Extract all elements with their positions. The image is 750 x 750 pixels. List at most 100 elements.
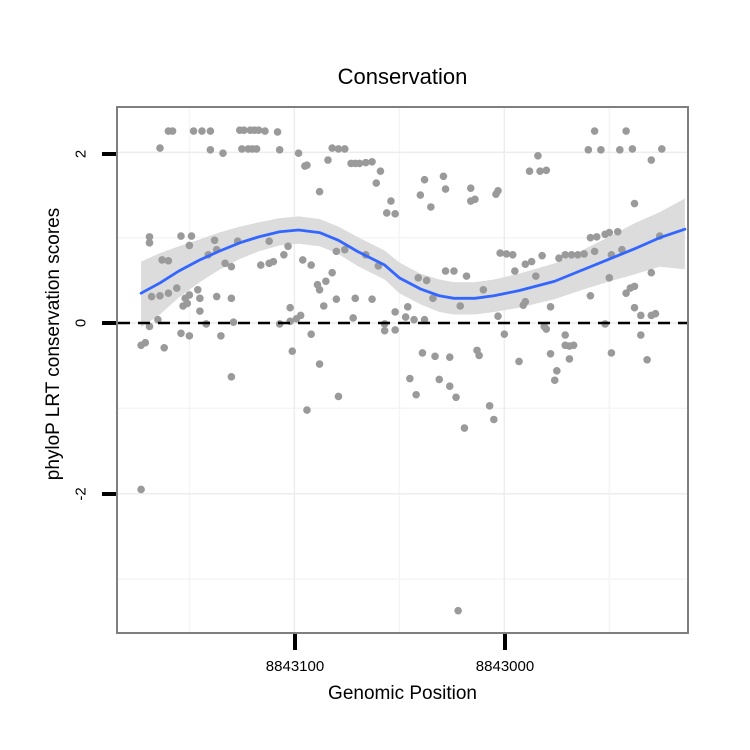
data-point xyxy=(637,311,645,320)
x-tick-label: 8843100 xyxy=(265,658,325,675)
data-point xyxy=(240,126,248,134)
data-point xyxy=(494,186,502,195)
data-point xyxy=(494,312,502,321)
data-point xyxy=(429,294,437,303)
data-point xyxy=(605,274,614,282)
data-point xyxy=(284,242,292,251)
data-point xyxy=(158,256,166,264)
data-point xyxy=(198,127,206,135)
data-point xyxy=(212,292,221,301)
data-point xyxy=(607,349,616,357)
data-point xyxy=(550,376,559,385)
data-point xyxy=(651,309,660,318)
data-point xyxy=(630,303,639,312)
data-point xyxy=(189,127,198,135)
y-tick-label: 0 xyxy=(72,318,90,328)
data-point xyxy=(185,291,194,299)
data-point xyxy=(361,158,370,167)
data-point xyxy=(303,406,311,414)
data-point xyxy=(427,203,435,211)
data-point xyxy=(521,260,530,268)
data-point xyxy=(340,245,349,254)
data-point xyxy=(605,228,614,237)
data-point xyxy=(307,330,315,338)
data-point xyxy=(420,175,429,184)
data-point xyxy=(206,127,215,135)
data-point xyxy=(460,424,469,432)
data-point xyxy=(534,151,542,160)
data-point xyxy=(349,314,357,322)
data-point xyxy=(298,256,307,264)
data-point xyxy=(637,331,645,339)
data-point xyxy=(452,393,460,402)
data-point xyxy=(368,157,376,166)
data-point xyxy=(462,272,471,280)
data-point xyxy=(315,187,324,196)
data-point xyxy=(275,146,284,154)
data-point xyxy=(521,297,530,306)
data-point xyxy=(567,250,576,259)
data-point xyxy=(387,197,395,205)
data-point xyxy=(630,282,639,291)
data-point xyxy=(555,254,563,263)
data-point xyxy=(324,156,332,164)
data-point xyxy=(420,315,429,324)
data-point xyxy=(145,233,154,241)
data-point xyxy=(227,294,236,303)
data-point xyxy=(622,127,630,135)
data-point xyxy=(177,329,185,338)
plot-svg xyxy=(118,108,687,632)
data-point xyxy=(561,250,570,259)
data-point xyxy=(334,392,343,401)
data-point xyxy=(340,145,349,153)
data-point xyxy=(546,303,555,311)
data-point xyxy=(238,145,246,153)
data-point xyxy=(351,294,360,303)
data-point xyxy=(471,195,479,204)
data-point xyxy=(217,332,225,340)
data-point xyxy=(168,127,177,135)
data-point xyxy=(618,245,626,254)
data-point xyxy=(466,184,475,193)
data-point xyxy=(441,185,450,193)
data-point xyxy=(406,374,414,383)
x-tick-mark xyxy=(293,634,297,650)
data-point xyxy=(229,318,238,327)
data-point xyxy=(280,250,288,259)
data-point xyxy=(590,247,599,256)
data-point xyxy=(628,145,637,153)
data-point xyxy=(296,311,305,320)
data-point xyxy=(328,144,336,152)
data-point xyxy=(586,291,595,300)
data-point xyxy=(315,285,324,294)
data-point xyxy=(597,146,605,154)
confidence-band xyxy=(141,198,685,328)
data-point xyxy=(368,295,376,303)
data-point xyxy=(328,268,336,277)
data-point xyxy=(294,149,303,158)
data-point xyxy=(445,353,454,361)
data-point xyxy=(210,236,219,245)
data-point xyxy=(196,294,204,303)
data-point xyxy=(418,349,427,357)
data-point xyxy=(401,313,410,321)
data-point xyxy=(532,272,540,280)
y-tick-mark xyxy=(102,321,116,325)
data-point xyxy=(590,127,599,135)
data-point xyxy=(435,375,444,384)
data-point xyxy=(334,145,343,153)
data-point xyxy=(156,144,164,152)
data-point xyxy=(525,167,534,175)
data-point xyxy=(580,250,588,258)
data-point xyxy=(542,166,551,175)
data-point xyxy=(269,257,278,266)
data-point xyxy=(185,241,194,250)
data-point xyxy=(391,308,399,316)
data-point xyxy=(254,126,263,134)
data-point xyxy=(584,146,593,154)
data-point xyxy=(164,289,173,297)
data-point xyxy=(511,267,519,275)
data-point xyxy=(403,303,412,311)
data-point xyxy=(179,302,187,310)
